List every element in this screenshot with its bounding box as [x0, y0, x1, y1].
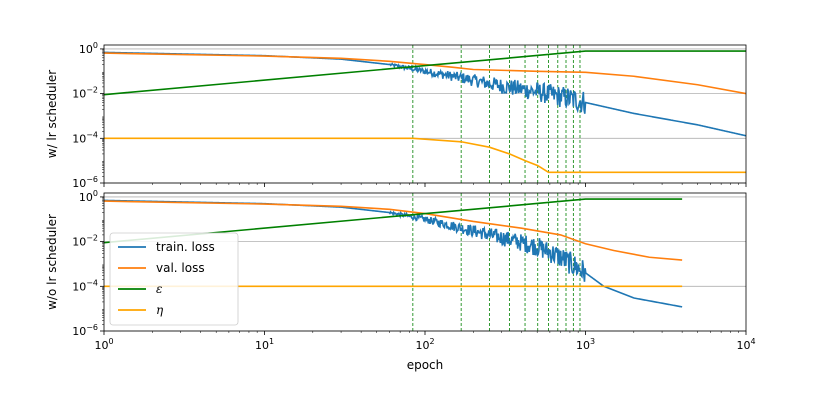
- y-tick-label: 10−2: [72, 234, 98, 249]
- y-tick-label: 10−2: [72, 86, 98, 101]
- x-tick-label: 104: [736, 337, 755, 352]
- legend-entry-label: train. loss: [156, 240, 215, 254]
- series-line-eta: [104, 137, 746, 174]
- legend-box: [109, 232, 239, 326]
- y-tick-label: 10−6: [72, 323, 98, 338]
- series-line-epsilon: [104, 50, 746, 96]
- x-tick-label: 102: [415, 337, 434, 352]
- y-tick-label: 100: [79, 41, 98, 56]
- x-tick-label: 103: [576, 337, 595, 352]
- plot-area: [104, 45, 746, 183]
- series-line-epsilon: [104, 198, 683, 244]
- legend-entry-label: η: [156, 303, 164, 317]
- y-axis-label: w/ lr scheduler: [45, 70, 59, 159]
- x-axis-label: epoch: [407, 358, 444, 372]
- y-tick-label: 10−6: [72, 175, 98, 190]
- series-line-val-loss: [104, 200, 683, 261]
- y-tick-label: 100: [79, 189, 98, 204]
- legend-entry-label: val. loss: [156, 261, 205, 275]
- x-tick-label: 101: [255, 337, 274, 352]
- series-line-val-loss: [104, 52, 746, 95]
- y-tick-label: 10−4: [72, 278, 98, 293]
- y-tick-label: 10−4: [72, 130, 98, 145]
- legend: train. loss val. loss εη: [109, 232, 239, 326]
- y-axis-label: w/o lr scheduler: [45, 214, 59, 310]
- panel-with-scheduler: 100 10−2 10−4 10−6 w/ lr scheduler: [45, 41, 747, 190]
- x-tick-label: 100: [94, 337, 113, 352]
- legend-entry-label: ε: [156, 282, 162, 296]
